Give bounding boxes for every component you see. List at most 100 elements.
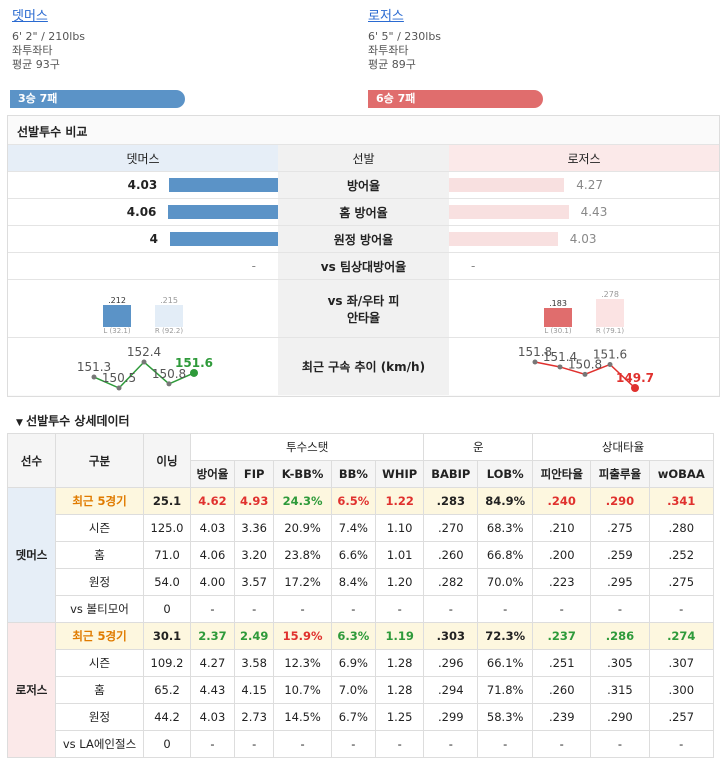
pitches: 평균 89구 [368,58,416,71]
cell: 3.58 [233,649,275,677]
bar [170,232,278,246]
speed-label: 150.8 [152,367,186,381]
compare-row: - vs 팀상대방어율 - [8,252,719,279]
cell: 12.3% [273,649,332,677]
value: - [471,259,476,273]
cell: 최근 5경기 [55,622,144,650]
cell: .251 [532,649,592,677]
cell: - [330,730,376,758]
collapse-icon[interactable]: ▼ [16,418,27,428]
compare-row: 4.06 홈 방어율 4.43 [8,198,719,225]
pitcher-left: 뎃머스 6' 2" / 210lbs 좌투좌타 평균 93구 [12,10,85,72]
ba-bar [103,305,131,327]
cell: .274 [648,622,714,650]
cell: 7.4% [330,514,376,542]
row-label: vs 팀상대방어율 [278,253,449,279]
cell: 66.1% [477,649,534,677]
cell: 6.6% [330,541,376,569]
data-row: 홈 65.2 4.43 4.15 10.7% 7.0% 1.28.294 71.8% .260.… [8,676,714,704]
bar [449,178,565,192]
right-cell: 4.03 [449,226,719,252]
right-cell: 4.27 [449,172,719,198]
cell: .283 [423,487,479,515]
cell: .286 [590,622,650,650]
body-size: 6' 2" / 210lbs [12,30,86,43]
cell: - [233,730,275,758]
speed-label: 151.3 [77,360,111,374]
cell: 4.00 [190,568,235,596]
cell: - [190,730,235,758]
cell: .290 [590,487,650,515]
speed-point [607,361,613,367]
pitcher-name[interactable]: 로저스 [368,9,404,24]
cell: .282 [423,568,479,596]
cell: 0 [143,730,191,758]
cell: 4.93 [233,487,275,515]
cell: 4.27 [190,649,235,677]
cell: .210 [532,514,592,542]
ba-label: R (79.1) [595,326,625,335]
cell: 1.28 [374,676,425,704]
col-head: BB% [330,460,376,488]
speed-label: 152.4 [127,345,161,359]
cell: 홈 [55,676,144,704]
cell: .341 [648,487,714,515]
mid-head: 선발 [278,145,449,171]
cell: 68.3% [477,514,534,542]
value: 4.03 [569,232,597,246]
row-label: 원정 방어율 [278,226,449,252]
cell: 6.5% [330,487,376,515]
col-head: WHIP [374,460,425,488]
cell: 71.8% [477,676,534,704]
col-head: FIP [233,460,275,488]
cell: 3.57 [233,568,275,596]
col-head: BABIP [423,460,479,488]
pitches: 평균 93구 [12,58,60,71]
right-cell: - [449,253,719,279]
ba-label: R (92.2) [154,326,184,335]
cell: 6.3% [330,622,376,650]
left-cell: - [8,253,278,279]
cell: 4.03 [190,514,235,542]
ba-value: .183 [549,299,567,309]
ba-value: .278 [601,289,619,299]
pitcher-right: 로저스 6' 5" / 230lbs 좌투좌타 평균 89구 [368,10,441,72]
col-head: 피안타율 [532,460,592,488]
group-head: 운 [423,433,534,461]
cell: .239 [532,703,592,731]
data-row: vs LA에인절스 0- - - - - - - - - - [8,730,714,758]
cell: - [648,730,714,758]
ba-bar [544,308,572,327]
cell: .303 [423,622,479,650]
cell: .275 [648,568,714,596]
group-head: 상대타율 [532,433,714,461]
data-row: 로저스 최근 5경기 30.1 2.37 2.49 15.9% 6.3% 1.19.303 72… [7,622,714,758]
cell: 6.9% [330,649,376,677]
header-row: 선수 구분 이닝 투수스탯 운 상대타율 [7,433,714,488]
col-head: 구분 [55,433,144,488]
cell: - [532,595,592,623]
cell: - [190,595,235,623]
cell: 4.43 [190,676,235,704]
right-cell: 4.43 [449,199,719,225]
data-row: 원정 44.2 4.03 2.73 14.5% 6.7% 1.25.299 58.3% .239… [8,703,714,731]
cell: 125.0 [143,514,191,542]
section-title: ▼ 선발투수 상세데이터 [7,405,720,433]
cell: - [330,595,376,623]
cell: 2.37 [190,622,235,650]
cell: - [532,730,592,758]
data-row: 시즌 109.2 4.27 3.58 12.3% 6.9% 1.28.296 66.1% .25… [8,649,714,677]
cell: vs 볼티모어 [55,595,144,623]
cell: 109.2 [143,649,191,677]
cell: 1.22 [374,487,425,515]
detail-table: 선수 구분 이닝 투수스탯 운 상대타율 방어율 FIP K-BB% BB% WHIP BABIP LO… [7,433,714,758]
bar [449,232,558,246]
data-row: 시즌 125.0 4.03 3.36 20.9% 7.4% 1.10.270 68.3% .21… [8,514,714,542]
speed-point [166,381,172,387]
pitcher-name[interactable]: 뎃머스 [12,9,48,24]
speed-label: 150.8 [568,357,602,371]
cell: 원정 [55,703,144,731]
ba-value: .215 [160,296,178,305]
cell: .200 [532,541,592,569]
